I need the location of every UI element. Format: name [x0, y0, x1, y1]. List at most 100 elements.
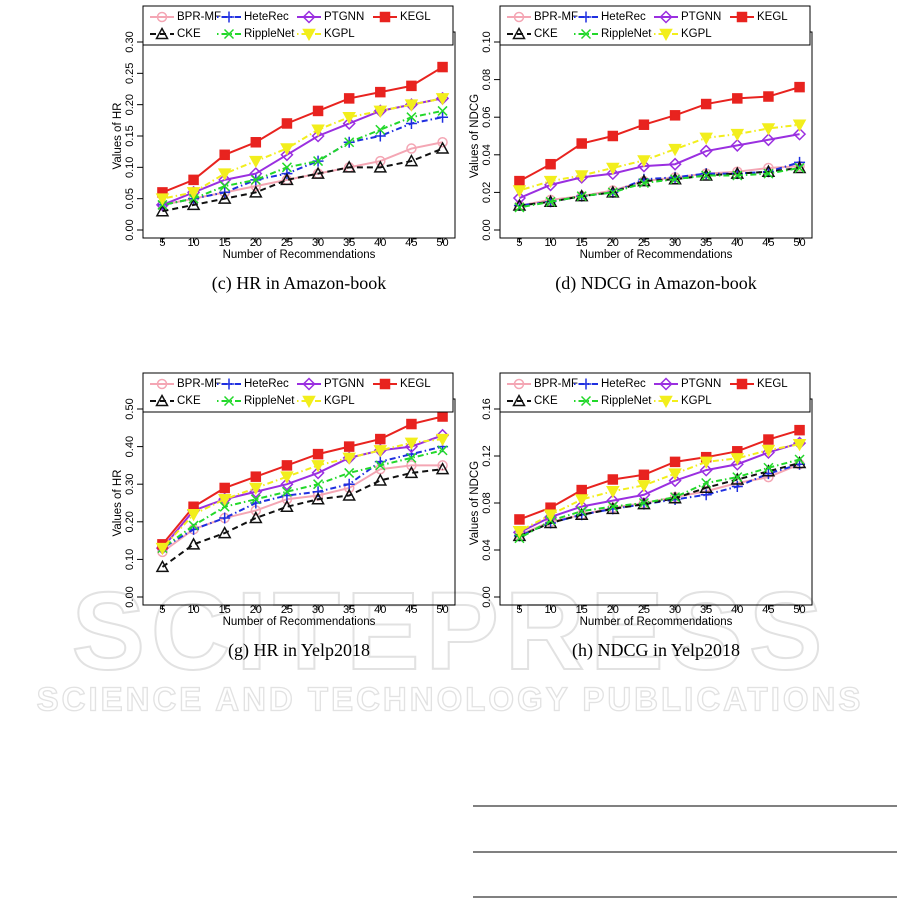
series-line [161, 415, 443, 545]
marker [281, 460, 293, 471]
legend-label: BPR-MF [534, 378, 578, 390]
series-line [162, 116, 443, 206]
y-tick-label: 0.08 [481, 492, 493, 513]
marker [311, 166, 325, 179]
caption: (g) HR in Yelp2018 [228, 640, 370, 661]
marker [186, 197, 201, 211]
legend-marker [302, 28, 316, 42]
marker [668, 143, 682, 157]
marker [435, 433, 450, 447]
marker [792, 160, 807, 174]
series-line [519, 429, 800, 521]
series-line [161, 438, 443, 549]
marker [637, 488, 651, 502]
legend-marker [736, 378, 748, 390]
legend-label: KEGL [757, 378, 788, 390]
marker [607, 501, 618, 512]
marker [435, 141, 450, 154]
x-axis-label: Number of Recommendations [580, 616, 733, 628]
y-axis-label: Values of HR [112, 470, 124, 537]
marker [375, 460, 386, 471]
legend-label: HeteRec [244, 11, 289, 23]
marker [761, 445, 775, 460]
y-tick-label: 0.16 [481, 398, 493, 419]
charts: 0.00 0.05 0.10 0.15 0.20 0.25 0.30 5 10 15 20 25 30 3… [112, 5, 813, 661]
marker [375, 155, 386, 167]
x-tick-label: 25 [281, 604, 293, 616]
legend-label: KEGL [757, 11, 788, 23]
marker [574, 170, 589, 183]
marker [281, 162, 292, 173]
legend-marker [513, 11, 525, 23]
marker [406, 112, 417, 123]
chart: 0.00 0.02 0.04 0.06 0.08 0.10 5 10 15 20 25 30 35 40 4… [469, 5, 813, 294]
marker [437, 111, 449, 123]
legend-marker [302, 10, 316, 24]
x-tick-label: 15 [219, 604, 231, 616]
marker [344, 467, 355, 478]
y-tick-label: 0.06 [481, 106, 493, 127]
marker [249, 485, 263, 499]
legend-label: BPR-MF [534, 11, 578, 23]
x-tick-label: 20 [250, 604, 262, 616]
legend-label: CKE [177, 395, 201, 407]
marker [606, 486, 620, 499]
marker [668, 468, 682, 481]
y-tick-label: 0.08 [481, 69, 493, 90]
marker [763, 462, 774, 473]
marker [312, 486, 324, 498]
legend-label: BPR-MF [177, 378, 221, 390]
marker [343, 478, 355, 490]
x-tick-label: 35 [700, 237, 712, 249]
marker [311, 492, 325, 505]
marker [250, 137, 262, 148]
marker [794, 81, 805, 93]
x-tick-label: 15 [219, 237, 231, 249]
marker [512, 525, 527, 539]
legend-marker [580, 11, 592, 23]
caption: (c) HR in Amazon-book [212, 273, 386, 294]
legend-box [142, 372, 454, 413]
legend-marker [302, 395, 316, 409]
legend-label: KEGL [400, 378, 431, 390]
marker [606, 185, 620, 198]
marker [343, 93, 355, 104]
x-tick-label: 35 [343, 604, 355, 616]
legend-label: HeteRec [244, 378, 289, 390]
marker [545, 158, 556, 170]
marker [406, 143, 417, 154]
marker [437, 61, 448, 73]
marker [606, 162, 620, 176]
marker [637, 480, 651, 493]
x-tick-label: 5 [159, 237, 165, 249]
marker [281, 118, 293, 129]
legend-label: CKE [177, 28, 201, 40]
x-tick-label: 20 [607, 237, 619, 249]
legend-marker [223, 378, 235, 390]
marker [574, 494, 589, 507]
y-tick-label: 0.15 [124, 125, 136, 146]
chart: 0.00 0.05 0.10 0.15 0.20 0.25 0.30 5 10 15 20 25 30 3… [112, 5, 456, 294]
x-tick-label: 25 [638, 237, 650, 249]
marker [249, 510, 263, 524]
marker [607, 130, 619, 142]
legend-marker [659, 377, 673, 391]
caption: (d) NDCG in Amazon-book [555, 273, 756, 294]
marker [404, 437, 419, 450]
x-tick-label: 45 [405, 237, 417, 249]
marker [761, 123, 776, 136]
y-tick-label: 0.10 [124, 157, 136, 178]
legend-marker [659, 10, 673, 24]
marker [670, 174, 681, 185]
marker [406, 460, 417, 471]
legend-label: CKE [534, 28, 558, 40]
x-axis-label: Number of Recommendations [223, 249, 376, 261]
legend-label: RippleNet [601, 395, 652, 407]
marker [250, 471, 262, 482]
x-tick-label: 15 [576, 604, 588, 616]
marker [576, 506, 587, 517]
y-tick-label: 0.40 [124, 436, 136, 457]
legend-marker [223, 11, 235, 23]
series-line [518, 86, 800, 182]
legend-box [499, 5, 811, 46]
